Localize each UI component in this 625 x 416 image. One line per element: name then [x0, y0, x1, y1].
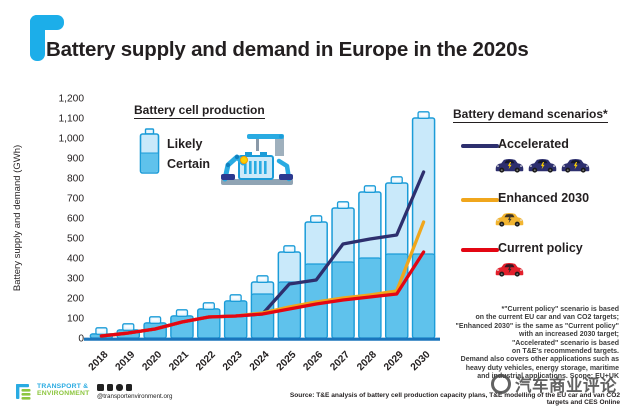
svg-text:Battery supply and demand (GWh: Battery supply and demand (GWh) [12, 145, 23, 291]
svg-text:600: 600 [67, 214, 84, 225]
svg-text:700: 700 [67, 194, 84, 205]
logo-text-environment: ENVIRONMENT [37, 390, 90, 397]
certain-label: Certain [167, 157, 211, 171]
ev-car-icon [495, 158, 524, 173]
accelerated-label: Accelerated [498, 137, 569, 151]
svg-text:2025: 2025 [275, 349, 299, 373]
svg-text:2022: 2022 [194, 349, 218, 373]
page-title: Battery supply and demand in Europe in t… [46, 38, 529, 61]
svg-text:800: 800 [67, 174, 84, 185]
ev-car-icon [561, 158, 590, 173]
svg-text:400: 400 [67, 254, 84, 265]
current-policy-label: Current policy [498, 241, 583, 255]
logo-text-transport: TRANSPORT & [37, 383, 89, 390]
website-handle: @transportenvironment.org [97, 393, 173, 400]
svg-text:500: 500 [67, 234, 84, 245]
production-legend-title: Battery cell production [134, 103, 265, 119]
enhanced-2030-line-swatch [461, 198, 499, 202]
battery-supply-demand-chart: 0 100 200 300 400 500 600 700 800 900 1,000 1,100 1,… [12, 94, 440, 373]
svg-text:200: 200 [67, 294, 84, 305]
enhanced-2030-ev-car-icon [494, 210, 525, 228]
svg-text:2027: 2027 [328, 349, 352, 373]
source-attribution: Source: T&E analysis of battery cell pro… [289, 392, 620, 406]
facebook-icon [106, 384, 113, 391]
watermark-text: 汽车商业评论 [515, 377, 617, 395]
svg-text:0: 0 [78, 334, 84, 345]
corner-bracket-logo [30, 15, 64, 61]
linkedin-icon [125, 384, 132, 391]
svg-text:2021: 2021 [167, 349, 191, 373]
ev-car-icon [495, 212, 524, 227]
transport-environment-logo: TRANSPORT & ENVIRONMENT [16, 383, 89, 400]
svg-text:2024: 2024 [248, 349, 272, 373]
scenario-footnote: *"Current policy" scenario is based on t… [455, 306, 619, 381]
watermark: 汽车商业评论 [491, 372, 617, 396]
battery-factory-robot-icon [221, 134, 293, 185]
corner-bracket-horizontal [30, 15, 64, 30]
svg-text:2023: 2023 [221, 349, 245, 373]
svg-text:100: 100 [67, 314, 84, 325]
accelerated-ev-car-icons [494, 156, 591, 174]
likely-label: Likely [167, 137, 203, 151]
svg-text:1,100: 1,100 [59, 114, 85, 125]
social-icons [97, 384, 132, 391]
ev-car-icon [495, 262, 524, 277]
twitter-icon [97, 384, 104, 391]
watermark-circle-icon [491, 374, 511, 394]
te-logo-icon [16, 384, 31, 400]
svg-text:2019: 2019 [114, 349, 138, 373]
enhanced-2030-label: Enhanced 2030 [498, 191, 590, 205]
svg-text:2020: 2020 [140, 349, 164, 373]
current-policy-line-swatch [461, 248, 499, 252]
demand-legend-title: Battery demand scenarios* [453, 107, 608, 123]
svg-text:900: 900 [67, 154, 84, 165]
svg-text:2026: 2026 [302, 349, 326, 373]
battery-icon [139, 128, 160, 174]
svg-text:1,000: 1,000 [59, 134, 85, 145]
svg-text:2018: 2018 [87, 349, 111, 373]
instagram-icon [116, 384, 123, 391]
svg-text:300: 300 [67, 274, 84, 285]
ev-car-icon [528, 158, 557, 173]
svg-text:1,200: 1,200 [59, 94, 85, 105]
current-policy-ev-car-icon [494, 260, 525, 278]
accelerated-line-swatch [461, 144, 499, 148]
